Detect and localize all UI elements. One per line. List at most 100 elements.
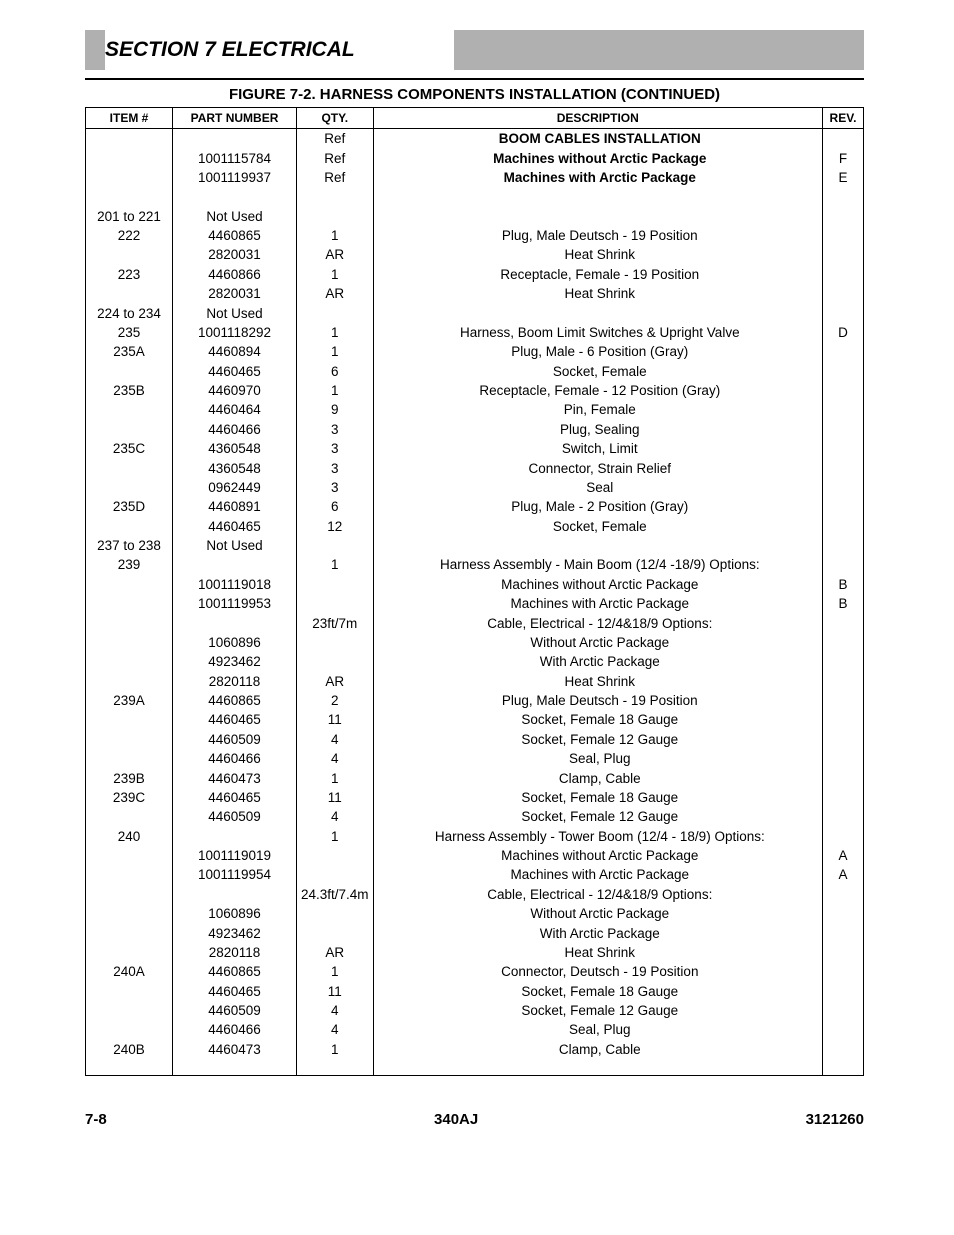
cell-rev bbox=[823, 652, 864, 671]
cell-part: 4360548 bbox=[173, 458, 297, 477]
cell-part: 4460865 bbox=[173, 226, 297, 245]
cell-rev bbox=[823, 633, 864, 652]
cell-part bbox=[173, 555, 297, 574]
cell-part: 1001115784 bbox=[173, 148, 297, 167]
cell-part: 1001119953 bbox=[173, 594, 297, 613]
cell-part: 1060896 bbox=[173, 904, 297, 923]
cell-item: 235C bbox=[86, 439, 173, 458]
cell-desc: Seal, Plug bbox=[373, 1020, 822, 1039]
cell-rev bbox=[823, 362, 864, 381]
cell-rev bbox=[823, 284, 864, 303]
table-row: 23ft/7mCable, Electrical - 12/4&18/9 Opt… bbox=[86, 613, 864, 632]
section-title: SECTION 7 ELECTRICAL bbox=[105, 30, 454, 70]
cell-rev bbox=[823, 827, 864, 846]
table-row: 23510011182921Harness, Boom Limit Switch… bbox=[86, 323, 864, 342]
cell-qty: 1 bbox=[297, 768, 374, 787]
table-row: 1001119953Machines with Arctic PackageB bbox=[86, 594, 864, 613]
cell-qty: Ref bbox=[297, 148, 374, 167]
table-row: 239A44608652Plug, Male Deutsch - 19 Posi… bbox=[86, 691, 864, 710]
table-row: 44605094Socket, Female 12 Gauge bbox=[86, 1001, 864, 1020]
cell-qty: 11 bbox=[297, 982, 374, 1001]
table-row: 1001119937RefMachines with Arctic Packag… bbox=[86, 168, 864, 187]
cell-desc: Machines with Arctic Package bbox=[373, 594, 822, 613]
cell-qty: AR bbox=[297, 245, 374, 264]
cell-rev bbox=[823, 265, 864, 284]
cell-qty bbox=[297, 865, 374, 884]
cell-part: 4460509 bbox=[173, 1001, 297, 1020]
cell-part: 4460465 bbox=[173, 362, 297, 381]
cell-rev bbox=[823, 400, 864, 419]
cell-rev bbox=[823, 458, 864, 477]
table-row: 44604664Seal, Plug bbox=[86, 749, 864, 768]
cell-rev bbox=[823, 904, 864, 923]
cell-desc: With Arctic Package bbox=[373, 923, 822, 942]
cell-item: 240A bbox=[86, 962, 173, 981]
cell-rev bbox=[823, 381, 864, 400]
table-row: 2820031ARHeat Shrink bbox=[86, 245, 864, 264]
cell-rev bbox=[823, 555, 864, 574]
cell-item bbox=[86, 129, 173, 149]
cell-rev bbox=[823, 1020, 864, 1039]
cell-desc: Connector, Strain Relief bbox=[373, 458, 822, 477]
cell-desc: Machines without Arctic Package bbox=[373, 846, 822, 865]
cell-rev bbox=[823, 478, 864, 497]
cell-part: 4460509 bbox=[173, 730, 297, 749]
cell-qty bbox=[297, 594, 374, 613]
cell-part: Not Used bbox=[173, 303, 297, 322]
cell-desc: Socket, Female 18 Gauge bbox=[373, 788, 822, 807]
cell-desc: Machines with Arctic Package bbox=[373, 865, 822, 884]
cell-item bbox=[86, 904, 173, 923]
cell-item: 222 bbox=[86, 226, 173, 245]
cell-qty: 1 bbox=[297, 555, 374, 574]
section-header: SECTION 7 ELECTRICAL bbox=[85, 30, 864, 70]
cell-qty: 3 bbox=[297, 439, 374, 458]
cell-qty: AR bbox=[297, 672, 374, 691]
table-row: 44604656Socket, Female bbox=[86, 362, 864, 381]
table-row: 2391Harness Assembly - Main Boom (12/4 -… bbox=[86, 555, 864, 574]
footer-left: 7-8 bbox=[85, 1111, 107, 1128]
table-row: 22344608661Receptacle, Female - 19 Posit… bbox=[86, 265, 864, 284]
cell-item bbox=[86, 730, 173, 749]
cell-desc: Machines with Arctic Package bbox=[373, 168, 822, 187]
cell-item bbox=[86, 284, 173, 303]
cell-rev bbox=[823, 303, 864, 322]
table-header-row: ITEM # PART NUMBER QTY. DESCRIPTION REV. bbox=[86, 108, 864, 129]
cell-item bbox=[86, 749, 173, 768]
cell-item: 224 to 234 bbox=[86, 303, 173, 322]
cell-rev bbox=[823, 885, 864, 904]
table-row: 1001119018Machines without Arctic Packag… bbox=[86, 575, 864, 594]
cell-rev bbox=[823, 420, 864, 439]
cell-part: 4360548 bbox=[173, 439, 297, 458]
table-row: 43605483Connector, Strain Relief bbox=[86, 458, 864, 477]
cell-rev bbox=[823, 1040, 864, 1076]
cell-part: 4460465 bbox=[173, 517, 297, 536]
table-row: 239B44604731Clamp, Cable bbox=[86, 768, 864, 787]
cell-rev bbox=[823, 439, 864, 458]
cell-part bbox=[173, 129, 297, 149]
cell-qty: 4 bbox=[297, 1001, 374, 1020]
table-row: 235B44609701Receptacle, Female - 12 Posi… bbox=[86, 381, 864, 400]
table-row: 2401Harness Assembly - Tower Boom (12/4 … bbox=[86, 827, 864, 846]
cell-qty: 12 bbox=[297, 517, 374, 536]
cell-desc: Plug, Sealing bbox=[373, 420, 822, 439]
cell-part: 1001119019 bbox=[173, 846, 297, 865]
cell-desc bbox=[373, 536, 822, 555]
cell-item bbox=[86, 982, 173, 1001]
cell-desc bbox=[373, 303, 822, 322]
cell-part bbox=[173, 885, 297, 904]
cell-desc: Socket, Female 12 Gauge bbox=[373, 730, 822, 749]
table-row: 235D44608916Plug, Male - 2 Position (Gra… bbox=[86, 497, 864, 516]
cell-rev: A bbox=[823, 865, 864, 884]
cell-item: 240B bbox=[86, 1040, 173, 1076]
cell-desc: Clamp, Cable bbox=[373, 1040, 822, 1076]
cell-qty: 1 bbox=[297, 265, 374, 284]
cell-item bbox=[86, 613, 173, 632]
table-row: 4923462With Arctic Package bbox=[86, 923, 864, 942]
cell-rev bbox=[823, 807, 864, 826]
cell-desc: Socket, Female 18 Gauge bbox=[373, 982, 822, 1001]
figure-title: FIGURE 7-2. HARNESS COMPONENTS INSTALLAT… bbox=[85, 86, 864, 103]
cell-item bbox=[86, 710, 173, 729]
cell-rev bbox=[823, 749, 864, 768]
cell-qty: 11 bbox=[297, 788, 374, 807]
footer-center: 340AJ bbox=[434, 1111, 478, 1128]
